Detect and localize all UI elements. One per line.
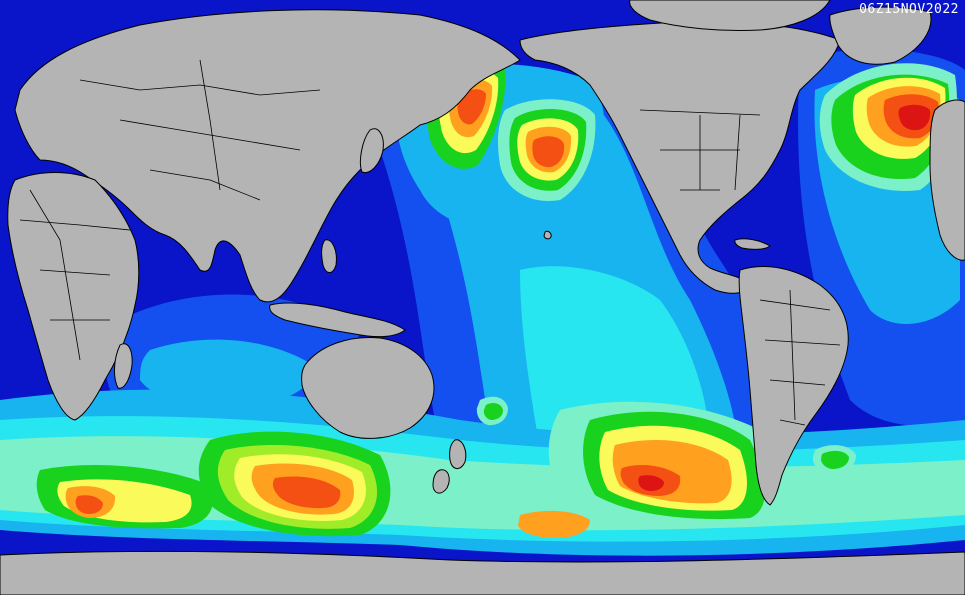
storm-new-zealand-green [483,402,503,420]
land-new-zealand-south [432,469,450,494]
land-eurasia [14,9,521,303]
land-new-zealand [449,439,467,469]
storm-east-atlantic-aqua [918,480,965,513]
country-borders [19,59,841,426]
land-philippines [321,239,337,273]
land-antarctica [0,550,965,595]
storm-south-pacific-red [638,475,664,491]
storm-south-atlantic-green [821,450,849,469]
land-europe-west [929,99,965,261]
land-arctic-islands [629,0,831,32]
land-australia [301,336,435,439]
land-hawaii [543,230,552,240]
border-lines-africa [19,189,131,361]
storm-bering-red [457,89,486,125]
border-lines-north-america [639,109,761,191]
land-greenland [829,6,932,65]
land-caribbean [734,238,771,250]
storm-drake-orange [518,510,590,538]
border-lines-eurasia [79,59,321,201]
storm-far-south-indian-red [75,495,103,514]
forecast-timestamp: 06Z15NOV2022 [859,2,959,17]
land-north-america [519,21,841,294]
land-madagascar [114,343,133,389]
land-indonesia [269,302,406,338]
storm-south-indian-red [272,476,341,509]
border-lines-south-america [759,289,841,426]
land-africa [7,172,140,421]
land-japan [359,128,384,174]
storm-alaska-red [532,136,565,168]
storm-atlantic-red [898,104,931,131]
storm-systems [36,60,965,538]
